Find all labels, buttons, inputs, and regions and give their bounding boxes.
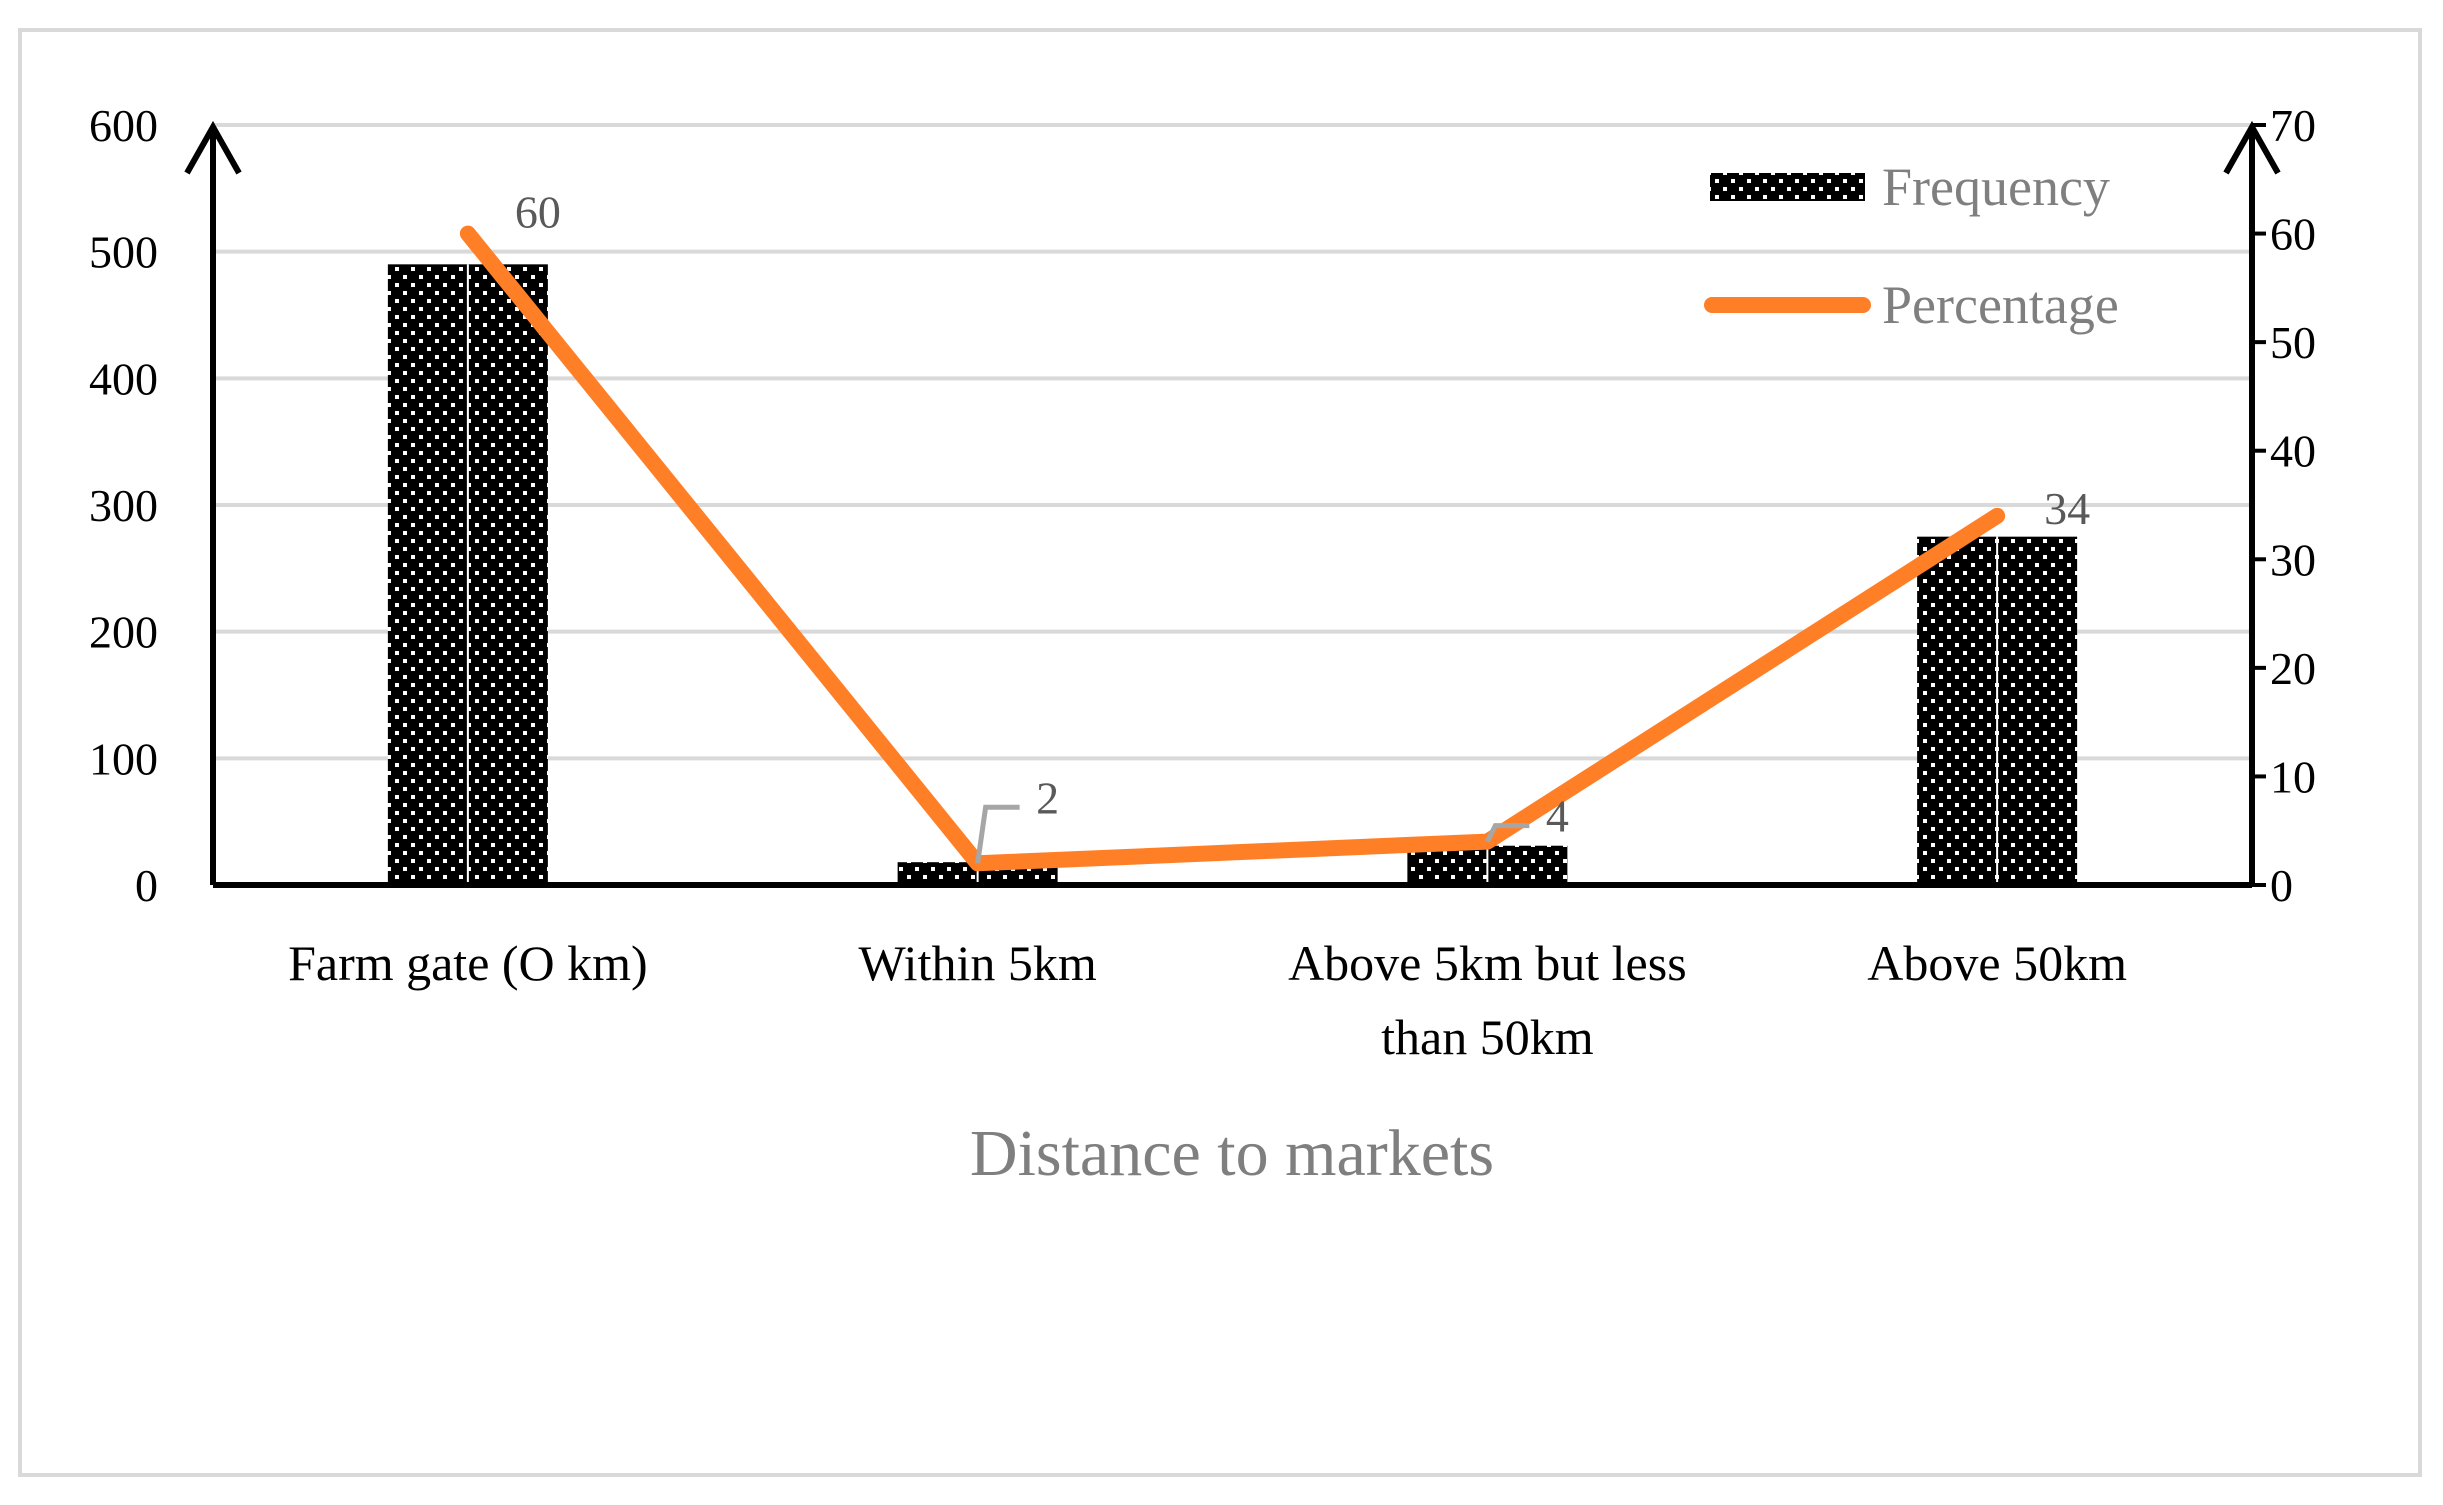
percentage-point: [464, 230, 471, 237]
category-label: than 50km: [1381, 1009, 1594, 1065]
axes: [184, 120, 2281, 888]
category-labels: Farm gate (O km) Within 5km Above 5km but …: [288, 935, 2127, 1065]
category-label: Above 5km but less: [1288, 935, 1687, 991]
frequency-bars: [387, 264, 2078, 885]
right-tick-label: 60: [2270, 209, 2316, 260]
right-tick-label: 20: [2270, 643, 2316, 694]
left-tick-label: 300: [89, 480, 158, 531]
tick-labels: 0 100 200 300 400 500 600 0 10 20 30 40 50 60 70: [89, 100, 2316, 911]
data-label-callout: [975, 804, 1020, 864]
left-tick-label: 200: [89, 607, 158, 658]
right-tick-label: 30: [2270, 534, 2316, 585]
percentage-data-label: 60: [515, 187, 561, 238]
data-labels: 60 2 4 34: [515, 187, 2090, 864]
gridlines: [213, 123, 2252, 761]
legend-frequency-swatch: [1710, 173, 1865, 201]
x-axis-title: Distance to markets: [970, 1117, 1494, 1190]
percentage-data-label: 34: [2044, 483, 2090, 534]
right-tick-label: 0: [2270, 860, 2293, 911]
percentage-series-line: [459, 225, 2006, 872]
right-axis-arrow: [2223, 120, 2281, 175]
category-label: Farm gate (O km): [288, 935, 648, 991]
percentage-point: [1994, 512, 2001, 519]
percentage-data-label: 2: [1036, 772, 1059, 823]
left-tick-label: 0: [135, 860, 158, 911]
right-tick-label: 10: [2270, 751, 2316, 802]
category-label: Above 50km: [1867, 935, 2127, 991]
right-tick-label: 40: [2270, 426, 2316, 477]
right-tick-label: 70: [2270, 100, 2316, 151]
legend-frequency-label: Frequency: [1882, 157, 2110, 217]
legend: Frequency Percentage: [1704, 157, 2119, 335]
right-tick-label: 50: [2270, 317, 2316, 368]
category-label: Within 5km: [858, 935, 1096, 991]
left-tick-label: 400: [89, 353, 158, 404]
legend-percentage-label: Percentage: [1882, 275, 2119, 335]
percentage-data-label: 4: [1546, 791, 1569, 842]
left-tick-label: 600: [89, 100, 158, 151]
left-tick-label: 500: [89, 227, 158, 278]
left-axis-arrow: [184, 120, 242, 175]
left-tick-label: 100: [89, 733, 158, 784]
data-label-callout: [1485, 823, 1530, 843]
